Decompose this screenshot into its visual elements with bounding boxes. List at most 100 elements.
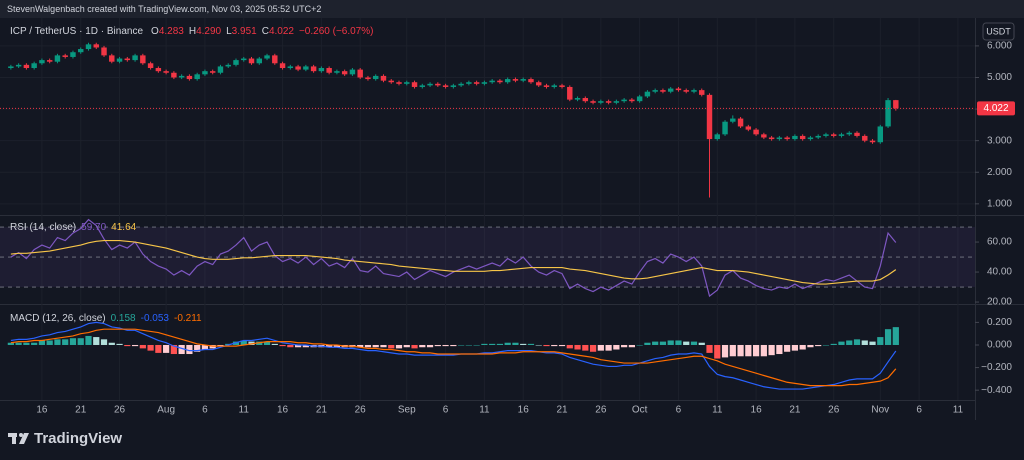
histogram-bar bbox=[729, 344, 736, 357]
legend-value: 4.290 bbox=[196, 26, 221, 37]
candle-body bbox=[310, 66, 317, 72]
logo-part bbox=[19, 433, 23, 437]
chart-area bbox=[0, 18, 1024, 420]
candle-body bbox=[893, 100, 899, 109]
histogram-bar bbox=[147, 344, 154, 351]
histogram-bar bbox=[628, 344, 635, 348]
candle-body bbox=[481, 82, 488, 84]
candle-body bbox=[116, 58, 123, 62]
candle-body bbox=[831, 134, 837, 136]
candle-body bbox=[279, 63, 286, 69]
histogram-bar bbox=[605, 344, 612, 351]
candle-body bbox=[590, 101, 596, 103]
histogram-bar bbox=[302, 344, 309, 348]
histogram-bar bbox=[419, 344, 426, 348]
candle-body bbox=[869, 140, 876, 143]
histogram-bar bbox=[815, 344, 822, 347]
histogram-bar bbox=[698, 342, 705, 345]
histogram-bar bbox=[543, 344, 550, 347]
candle-body bbox=[147, 63, 154, 69]
histogram-bar bbox=[527, 343, 535, 345]
candle-body bbox=[70, 52, 76, 57]
histogram-bar bbox=[535, 344, 542, 346]
candle-body bbox=[178, 75, 185, 78]
candle-body bbox=[23, 64, 30, 69]
candle-body bbox=[722, 121, 728, 135]
candle-body bbox=[404, 82, 410, 84]
candle-body bbox=[318, 68, 325, 72]
y-tick-label: 20.00 bbox=[987, 297, 1012, 308]
x-tick-label: 26 bbox=[828, 405, 840, 416]
histogram-bar bbox=[791, 344, 799, 351]
candle-body bbox=[598, 101, 604, 103]
candle-body bbox=[528, 79, 534, 83]
legend: MACD (12, 26, close) 0.158 -0.053 -0.211 bbox=[10, 313, 202, 324]
histogram-bar bbox=[108, 342, 115, 345]
candle-body bbox=[466, 82, 472, 84]
histogram-bar bbox=[31, 342, 38, 345]
histogram-bar bbox=[675, 340, 682, 345]
candle-body bbox=[582, 98, 589, 102]
candle-body bbox=[85, 44, 92, 50]
x-tick-label: 26 bbox=[355, 405, 367, 416]
histogram-bar bbox=[574, 344, 581, 350]
histogram-bar bbox=[69, 338, 77, 345]
histogram-bar bbox=[582, 344, 589, 351]
candle-body bbox=[109, 55, 115, 62]
histogram-bar bbox=[201, 344, 209, 350]
x-tick-label: 21 bbox=[316, 405, 328, 416]
indicator-line bbox=[10, 218, 897, 298]
candle-body bbox=[209, 71, 216, 73]
candle-body bbox=[101, 47, 107, 56]
candle-body bbox=[256, 58, 262, 64]
histogram-bar bbox=[853, 339, 861, 345]
legend-title: ICP / TetherUS · 1D · Binance bbox=[10, 26, 143, 37]
candle-body bbox=[264, 55, 270, 59]
histogram-bar bbox=[163, 344, 170, 353]
x-tick-label: 6 bbox=[202, 405, 208, 416]
legend-key: C bbox=[262, 26, 269, 37]
histogram-bar bbox=[846, 340, 853, 345]
candle-body bbox=[186, 75, 193, 80]
histogram-bar bbox=[263, 341, 271, 345]
histogram-bar bbox=[194, 344, 201, 352]
candle-body bbox=[683, 90, 689, 92]
candle-body bbox=[435, 83, 441, 86]
histogram-bar bbox=[760, 344, 767, 357]
histogram-bar bbox=[481, 343, 488, 345]
candle-body bbox=[372, 75, 379, 80]
candle-body bbox=[194, 74, 200, 80]
legend-change: −0.260 (−6.07%) bbox=[299, 26, 374, 37]
header-text: StevenWalgenbach created with TradingVie… bbox=[7, 4, 321, 14]
candle-body bbox=[815, 135, 821, 138]
candle-body bbox=[497, 80, 503, 83]
histogram-bar bbox=[659, 341, 667, 345]
candle-body bbox=[303, 66, 309, 70]
candle-body bbox=[675, 88, 682, 91]
histogram-bar bbox=[426, 344, 434, 348]
x-tick-label: 16 bbox=[518, 405, 530, 416]
x-tick-label: 11 bbox=[953, 405, 964, 416]
histogram-bar bbox=[326, 344, 333, 348]
histogram-bar bbox=[807, 344, 814, 348]
candle-body bbox=[357, 69, 363, 78]
brand-logo bbox=[8, 433, 29, 444]
candle-body bbox=[419, 85, 426, 87]
candle-body bbox=[458, 83, 464, 86]
candle-body bbox=[225, 64, 231, 67]
histogram-bar bbox=[93, 337, 100, 345]
candle-body bbox=[559, 85, 565, 87]
histogram-bar bbox=[504, 342, 511, 345]
y-tick-label: 2.000 bbox=[987, 167, 1012, 178]
histogram-bar bbox=[411, 344, 418, 349]
histogram-bar bbox=[621, 344, 628, 348]
histogram-bar bbox=[240, 340, 247, 345]
histogram-bar bbox=[442, 344, 449, 347]
price-label-box bbox=[977, 101, 1015, 116]
candle-body bbox=[334, 71, 340, 73]
histogram-bar bbox=[652, 341, 659, 345]
histogram-bar bbox=[784, 344, 791, 352]
histogram-bar bbox=[520, 343, 527, 345]
x-tick-label: 11 bbox=[712, 405, 723, 416]
